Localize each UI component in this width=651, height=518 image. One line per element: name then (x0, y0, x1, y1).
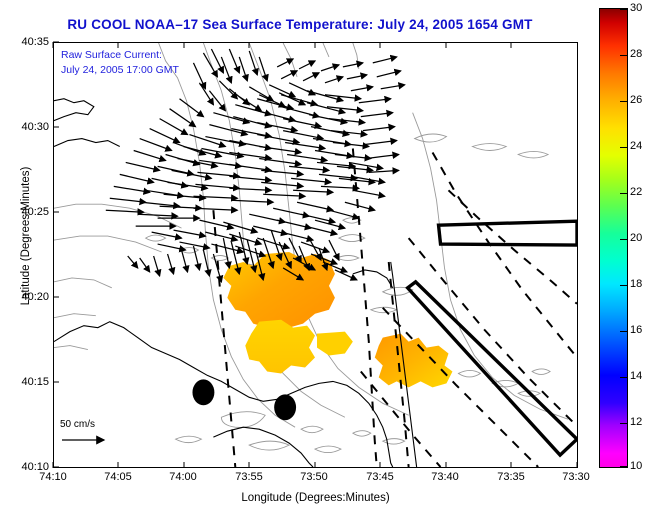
scale-label: 50 cm/s (60, 419, 96, 430)
x-tick-7: 73:35 (497, 471, 525, 483)
cb-tick-20: 20 (630, 232, 643, 244)
cb-tick-26: 26 (630, 94, 643, 106)
current-annotation: Raw Surface Current: July 24, 2005 17:00… (61, 48, 179, 78)
x-axis-title: Longitude (Degrees:Minutes) (241, 492, 390, 504)
y-tick-4: 40:15 (21, 376, 49, 388)
y-tick-1: 40:30 (21, 121, 49, 133)
y-tick-3: 40:20 (21, 291, 49, 303)
map-canvas (54, 43, 577, 467)
cb-tick-16: 16 (630, 324, 643, 336)
station-marker[interactable] (192, 379, 215, 406)
x-tick-5: 73:45 (366, 471, 394, 483)
x-tick-1: 74:05 (104, 471, 132, 483)
bathymetry-contours (54, 43, 569, 454)
page-title: RU COOL NOAA–17 Sea Surface Temperature:… (67, 17, 533, 32)
map-plot-area[interactable]: Raw Surface Current: July 24, 2005 17:00… (53, 42, 578, 468)
annotation-line-1: Raw Surface Current: (61, 49, 162, 61)
cb-tick-10: 10 (630, 460, 643, 472)
station-marker[interactable] (274, 394, 297, 421)
x-tick-8: 73:30 (562, 471, 590, 483)
cb-tick-14: 14 (630, 370, 643, 382)
x-tick-6: 73:40 (431, 471, 459, 483)
cb-tick-12: 12 (630, 416, 643, 428)
annotation-line-2: July 24, 2005 17:00 GMT (61, 64, 179, 76)
y-tick-2: 40:25 (21, 206, 49, 218)
x-tick-4: 73:50 (300, 471, 328, 483)
cb-tick-28: 28 (630, 48, 643, 60)
scale-arrow-icon (60, 434, 112, 449)
cb-tick-22: 22 (630, 186, 643, 198)
radar-beam-polygons (405, 219, 577, 458)
x-tick-3: 73:55 (235, 471, 263, 483)
colorbar (599, 8, 628, 468)
station-markers[interactable] (192, 379, 297, 421)
cb-tick-24: 24 (630, 140, 643, 152)
velocity-scale-legend: 50 cm/s (60, 419, 112, 449)
cb-tick-30: 30 (630, 2, 643, 14)
surface-current-vectors (105, 48, 406, 284)
y-tick-0: 40:35 (21, 36, 49, 48)
x-tick-2: 74:00 (169, 471, 197, 483)
x-tick-0: 74:10 (39, 471, 67, 483)
cb-tick-18: 18 (630, 278, 643, 290)
y-axis-title: Latitude (Degrees:Minutes) (20, 166, 32, 306)
dashed-radial-lines (212, 148, 577, 467)
y-tick-5: 40:10 (21, 461, 49, 473)
